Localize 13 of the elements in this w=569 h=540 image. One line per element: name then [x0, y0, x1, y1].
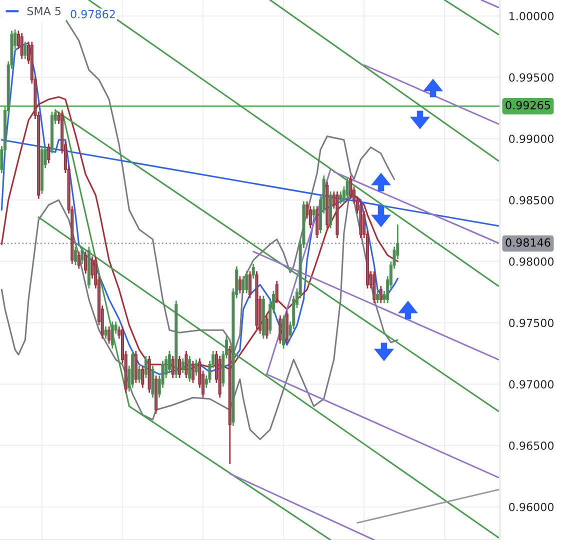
annotation: 0.97862 — [70, 10, 115, 18]
y-tick-label: 0.96500 — [509, 441, 554, 450]
y-tick-label: 0.99500 — [509, 73, 554, 82]
y-tick-label: 0.97000 — [509, 380, 554, 389]
y-tick-label: 1.00000 — [510, 12, 554, 20]
legend-label: SMA 5 — [27, 6, 61, 16]
y-tick-label: 0.99000 — [509, 134, 554, 144]
y-tick-label: 0.98000 — [509, 257, 554, 266]
y-tick-label: 0.98500 — [509, 196, 554, 204]
ref-line-label: 0.98146 — [506, 238, 550, 247]
y-tick-label: 0.97500 — [509, 318, 554, 328]
y-tick-label: 0.96000 — [509, 502, 554, 512]
ref-line-label: 0.99265 — [506, 100, 550, 110]
